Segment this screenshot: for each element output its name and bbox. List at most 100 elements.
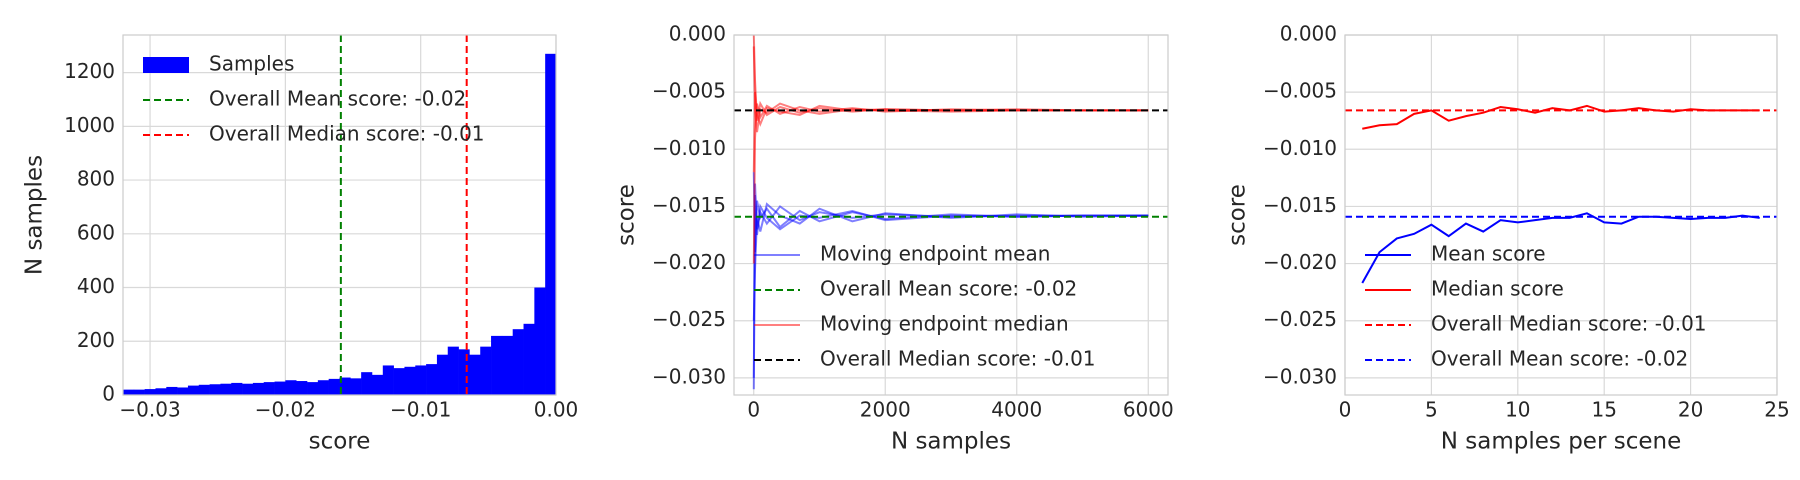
histogram-bar [415, 365, 427, 395]
histogram-bar [252, 382, 265, 395]
histogram-bar [328, 378, 340, 395]
legend-label: Overall Mean score: -0.02 [1431, 347, 1688, 371]
plot-frame [122, 34, 557, 396]
histogram-bar [404, 366, 416, 395]
histogram-bar [545, 53, 557, 395]
y-tick-label: 0 [102, 382, 115, 406]
histogram-bar [242, 383, 254, 395]
histogram-bar [187, 385, 200, 395]
line [752, 92, 1149, 173]
x-axis-label: N samples per scene [1441, 429, 1681, 455]
histogram-bar [458, 349, 470, 395]
histogram-bar [339, 377, 351, 395]
histogram-bar [436, 354, 449, 395]
line [752, 172, 1149, 253]
legend-label: Overall Median score: -0.01 [820, 347, 1096, 371]
y-tick-label: 0.000 [1280, 22, 1337, 46]
y-tick-label: −0.015 [1263, 193, 1337, 217]
y-tick-label: 1200 [64, 59, 115, 83]
histogram-bar [220, 383, 232, 395]
x-tick-label: 20 [1678, 398, 1703, 422]
histogram-bar [209, 384, 221, 395]
histogram-bar [426, 364, 438, 395]
histogram-bar [480, 346, 492, 395]
legend-swatch [143, 57, 189, 73]
legend-label: Samples [209, 52, 294, 76]
x-tick-label: 25 [1764, 398, 1789, 422]
x-tick-label: 5 [1425, 398, 1438, 422]
y-tick-label: −0.025 [1263, 307, 1337, 331]
histogram-bar [177, 387, 189, 395]
y-tick-label: −0.010 [1263, 136, 1337, 160]
y-tick-label: −0.010 [652, 136, 726, 160]
legend-label: Overall Median score: -0.01 [209, 122, 485, 146]
x-tick-label: 15 [1591, 398, 1616, 422]
y-axis-label: score [1225, 184, 1251, 246]
histogram-bar [155, 388, 167, 395]
histogram-bar [285, 380, 297, 395]
y-tick-label: −0.005 [1263, 79, 1337, 103]
histogram-bar [491, 335, 503, 395]
histogram-bar [274, 381, 286, 395]
histogram-bar [393, 368, 405, 395]
x-axis-label: N samples [891, 429, 1011, 455]
line [752, 46, 1149, 133]
legend-label: Median score [1431, 277, 1564, 301]
legend-label: Overall Mean score: -0.02 [820, 277, 1077, 301]
y-tick-label: −0.015 [652, 193, 726, 217]
x-tick-label: 0.00 [534, 398, 579, 422]
legend-label: Overall Median score: -0.01 [1431, 312, 1707, 336]
x-tick-label: 0 [747, 398, 760, 422]
y-tick-label: −0.020 [1263, 250, 1337, 274]
histogram-bar [133, 389, 145, 395]
histogram-bar [166, 386, 178, 395]
x-tick-label: 10 [1505, 398, 1530, 422]
histogram-bar [307, 382, 319, 395]
histogram-bar [523, 323, 535, 395]
x-tick-label: −0.01 [390, 398, 451, 422]
x-tick-label: 2000 [860, 398, 911, 422]
histogram-bar [317, 380, 329, 395]
legend-label: Overall Mean score: -0.02 [209, 87, 466, 111]
x-axis-label: score [309, 429, 371, 455]
histogram-bar [296, 381, 308, 395]
y-tick-label: −0.020 [652, 250, 726, 274]
y-tick-label: 0.000 [669, 22, 726, 46]
y-tick-label: 600 [77, 220, 115, 244]
line [752, 183, 1149, 378]
x-tick-label: 4000 [991, 398, 1042, 422]
histogram-bar [231, 382, 243, 395]
histogram-bar [501, 335, 513, 395]
x-tick-label: 6000 [1123, 398, 1174, 422]
y-tick-label: 400 [77, 274, 115, 298]
y-tick-label: −0.030 [1263, 364, 1337, 388]
y-axis-label: score [614, 184, 640, 246]
histogram-bar [512, 329, 524, 395]
legend-label: Moving endpoint mean [820, 242, 1050, 266]
x-tick-label: 0 [1339, 398, 1352, 422]
histogram-bar [350, 378, 362, 395]
histogram-bar [382, 365, 394, 395]
y-axis-label: N samples [22, 155, 48, 275]
y-tick-label: 800 [77, 167, 115, 191]
x-tick-label: −0.03 [119, 398, 180, 422]
y-tick-label: −0.030 [652, 364, 726, 388]
x-tick-label: −0.02 [255, 398, 316, 422]
legend-label: Mean score [1431, 242, 1546, 266]
histogram-bar [447, 346, 459, 395]
histogram-bar [534, 287, 546, 395]
histogram-bar [144, 389, 156, 395]
line [1361, 212, 1760, 284]
histogram-bar [361, 372, 373, 395]
histogram-bar [123, 389, 135, 395]
histogram-bar [198, 384, 210, 395]
legend-label: Moving endpoint median [820, 312, 1069, 336]
plot-frame [1344, 34, 1778, 396]
line [752, 103, 1149, 264]
line [1362, 104, 1760, 130]
histogram-bar [469, 354, 481, 395]
y-tick-label: −0.025 [652, 307, 726, 331]
histogram-bar [263, 382, 275, 395]
plot-frame [733, 34, 1169, 396]
y-tick-label: 1000 [64, 113, 115, 137]
